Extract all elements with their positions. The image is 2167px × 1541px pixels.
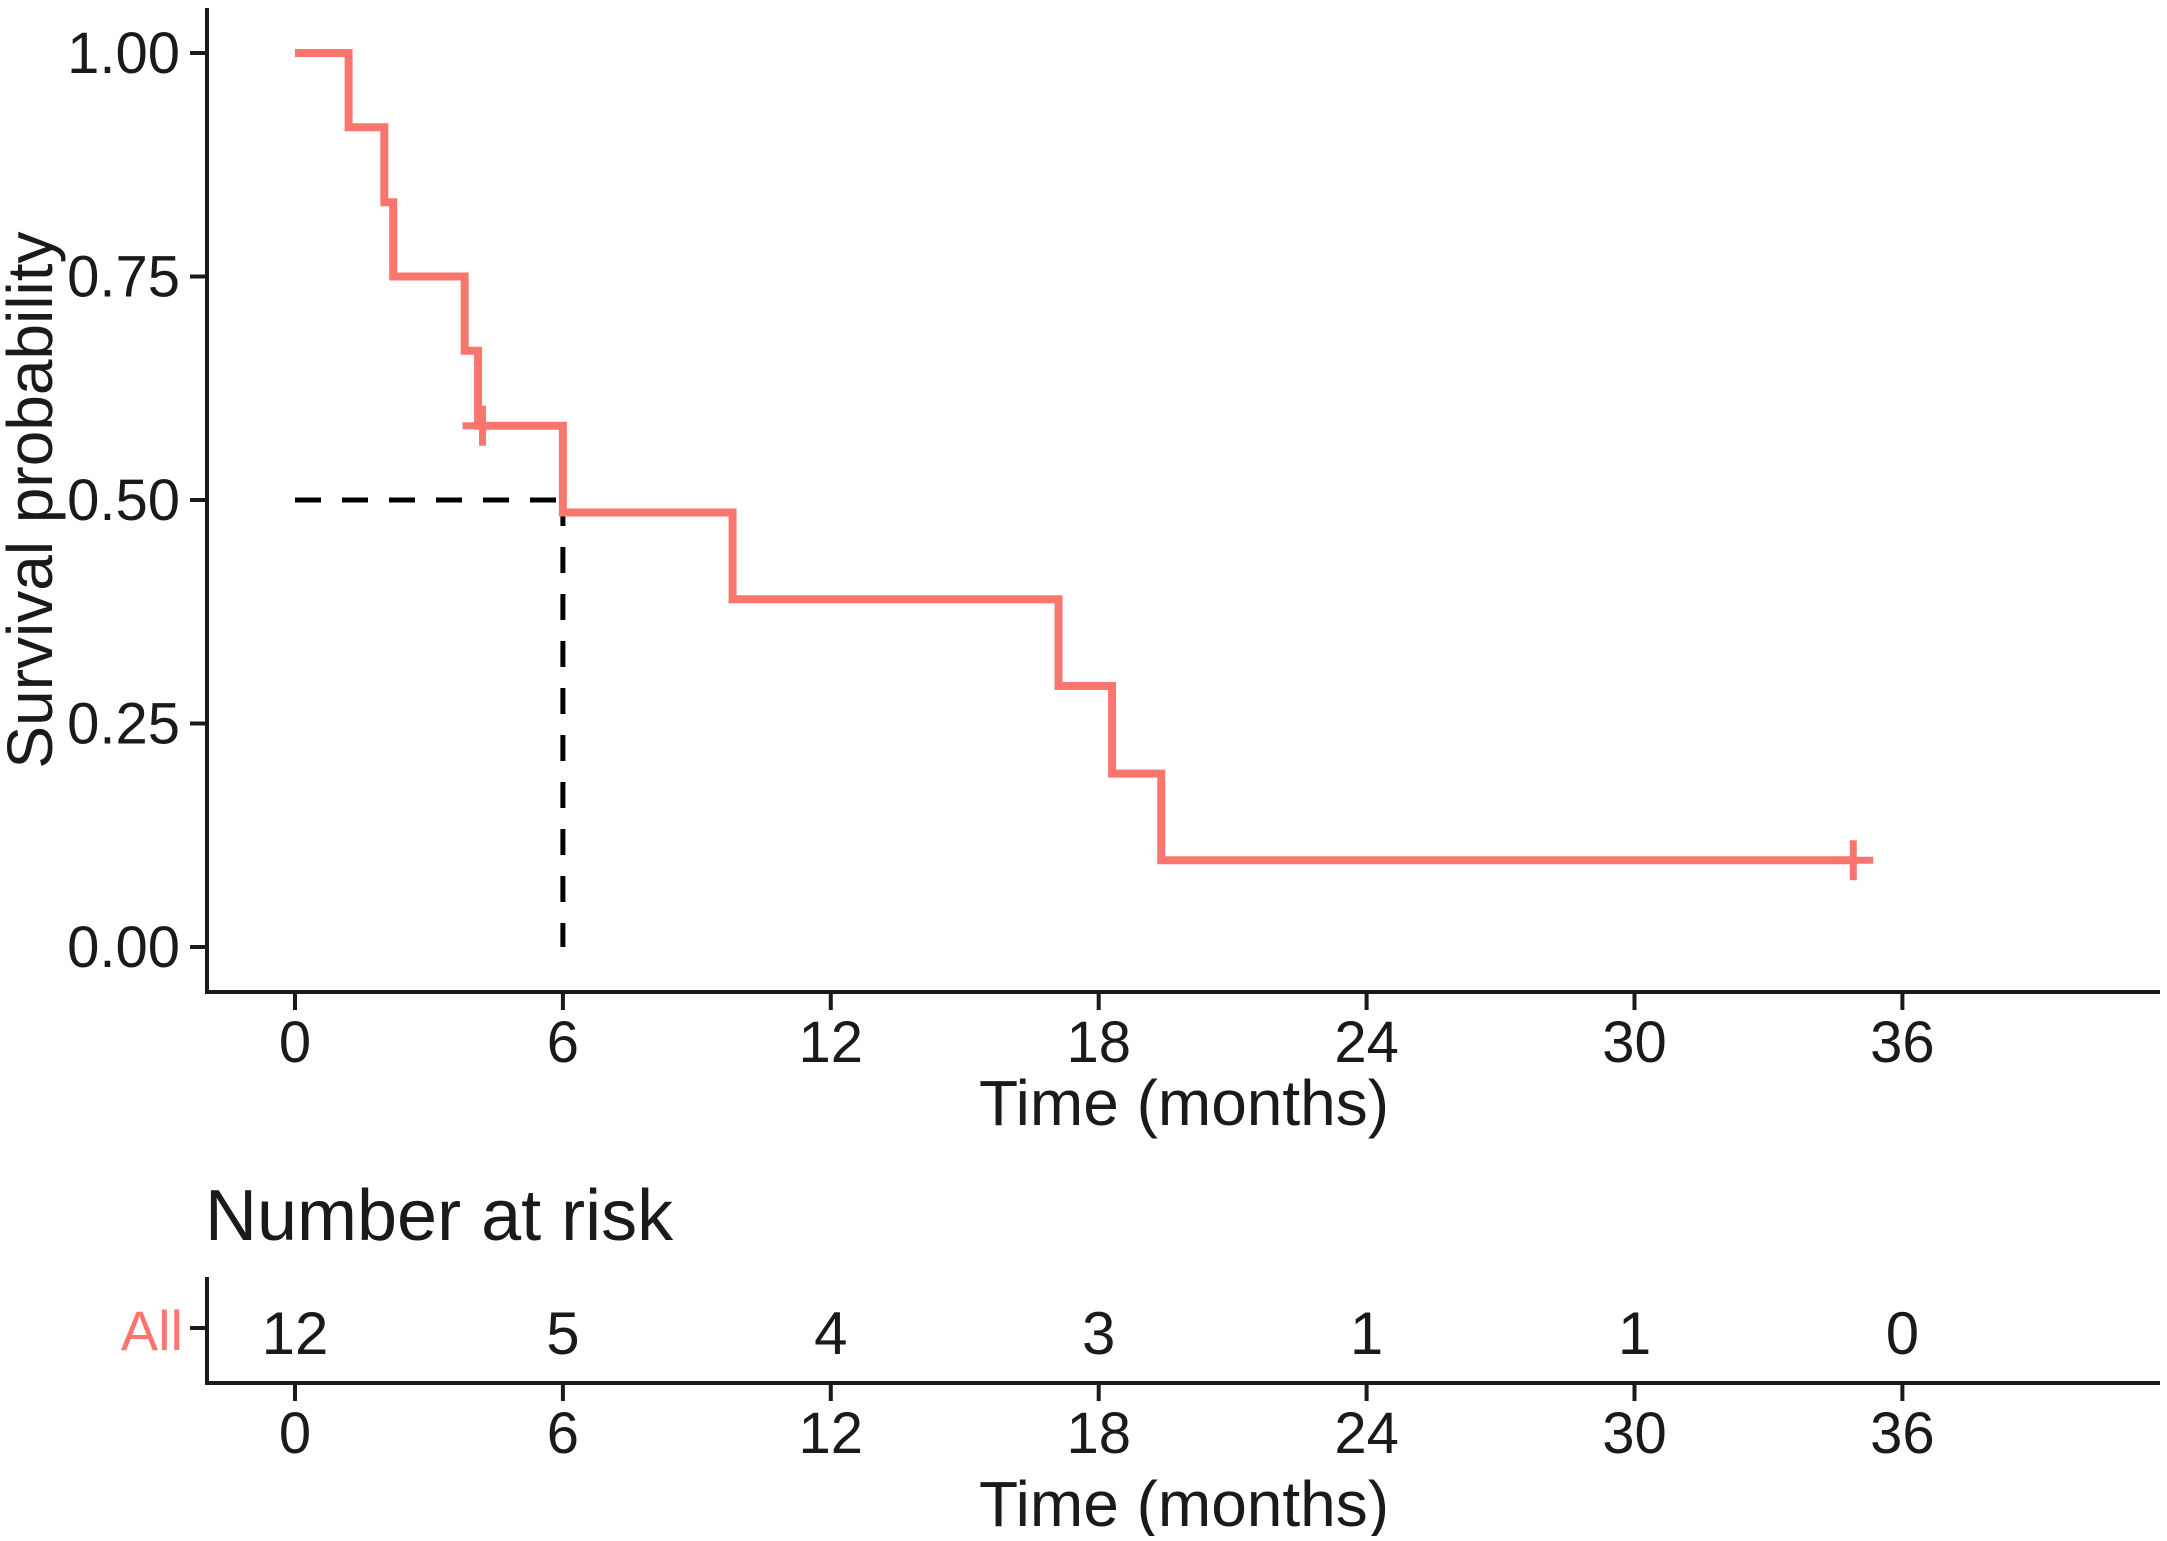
- x-tick-label: 18: [1066, 1010, 1131, 1075]
- y-ticks: 1.00 0.75 0.50 0.25 0.00: [67, 21, 207, 980]
- y-tick-label: 1.00: [67, 21, 180, 86]
- risk-x-tick-label: 36: [1870, 1401, 1935, 1466]
- risk-value: 4: [814, 1300, 847, 1367]
- censor-plus-mark: [1833, 840, 1874, 881]
- risk-table-title: Number at risk: [205, 1176, 674, 1256]
- y-tick-label: 0.50: [67, 468, 180, 533]
- x-tick-label: 6: [547, 1010, 579, 1075]
- risk-x-tick-label: 30: [1602, 1401, 1667, 1466]
- y-axis-title: Survival probability: [0, 231, 66, 768]
- survival-curve: [295, 49, 1854, 865]
- x-tick-label: 30: [1602, 1010, 1667, 1075]
- risk-value: 12: [262, 1300, 329, 1367]
- x-tick-label: 0: [279, 1010, 311, 1075]
- risk-x-tick-label: 6: [547, 1401, 579, 1466]
- x-ticks: 0 6 12 18 24 30 36: [279, 992, 1935, 1075]
- risk-row-label: All: [121, 1299, 183, 1362]
- censor-plus-mark: [462, 405, 503, 446]
- y-tick-label: 0.75: [67, 245, 180, 310]
- risk-values: 12 5 4 3 1 1 0: [262, 1300, 1919, 1367]
- median-dashed-lines: [295, 497, 566, 947]
- risk-x-tick-label: 12: [799, 1401, 864, 1466]
- risk-table: Number at risk All 12 5 4 3 1 1 0 0 6 12 18 24 30 36…: [121, 1176, 2160, 1540]
- risk-x-axis-title: Time (months): [979, 1468, 1389, 1536]
- risk-x-tick-label: 24: [1334, 1401, 1399, 1466]
- x-tick-label: 12: [799, 1010, 864, 1075]
- y-tick-label: 0.00: [67, 915, 180, 980]
- risk-x-tick-label: 0: [279, 1401, 311, 1466]
- x-tick-label: 36: [1870, 1010, 1935, 1075]
- risk-value: 0: [1886, 1300, 1919, 1367]
- risk-x-tick-label: 18: [1066, 1401, 1131, 1466]
- risk-value: 5: [546, 1300, 579, 1367]
- x-tick-label: 24: [1334, 1010, 1399, 1075]
- risk-x-ticks: 0 6 12 18 24 30 36: [279, 1383, 1935, 1466]
- risk-value: 3: [1082, 1300, 1115, 1367]
- risk-value: 1: [1350, 1300, 1383, 1367]
- main-plot: 1.00 0.75 0.50 0.25 0.00 0 6 12 18 24 30 36 Surviv…: [0, 8, 2160, 1139]
- censor-marks: [462, 405, 1874, 881]
- y-tick-label: 0.25: [67, 692, 180, 757]
- x-axis-title: Time (months): [979, 1067, 1389, 1139]
- risk-value: 1: [1618, 1300, 1651, 1367]
